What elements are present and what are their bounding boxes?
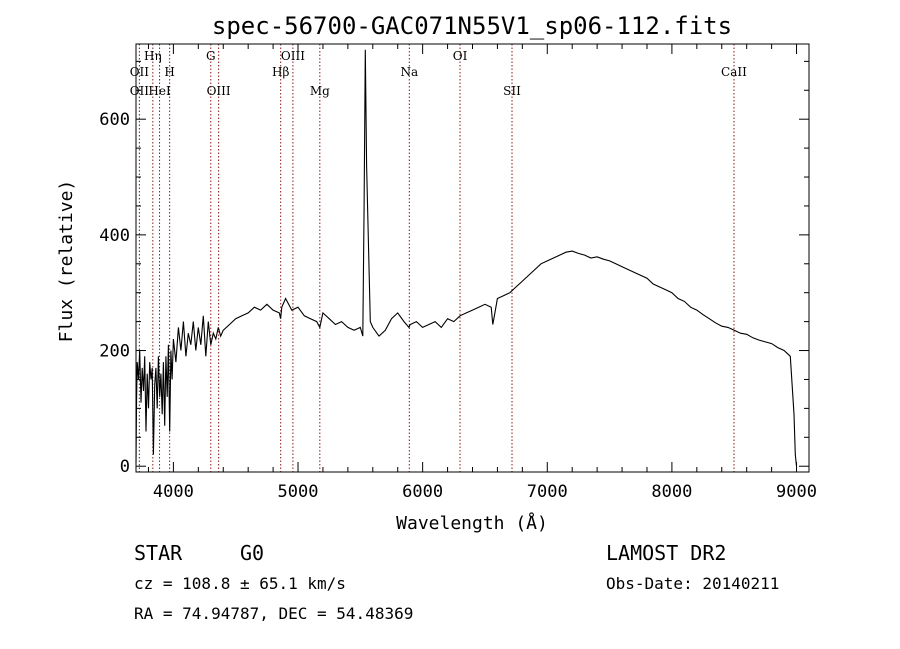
line-label-top: OI	[453, 49, 468, 63]
y-axis: 0 200 400 600	[99, 60, 809, 477]
x-tick-label: 4000	[153, 482, 194, 502]
y-axis-label: Flux (relative)	[56, 180, 77, 343]
spectrum-series	[135, 49, 798, 467]
line-label-top: CaII	[721, 65, 747, 79]
y-tick-label: 400	[99, 226, 130, 246]
x-axis: 4000 5000 6000 7000 8000 9000	[147, 44, 817, 502]
line-label-top: H	[164, 65, 174, 79]
survey-name: LAMOST DR2	[606, 541, 727, 565]
line-label-top: OIII	[281, 49, 305, 63]
coordinates-readout: RA = 74.94787, DEC = 54.48369	[134, 604, 414, 623]
observation-date: Obs-Date: 20140211	[606, 574, 780, 593]
x-axis-label: Wavelength (Å)	[396, 512, 548, 534]
y-tick-label: 0	[120, 457, 130, 477]
line-label-top: OII	[130, 65, 150, 79]
redshift-readout: cz = 108.8 ± 65.1 km/s	[134, 574, 346, 593]
object-subclass: G0	[240, 541, 265, 565]
line-label-bottom: OIII	[207, 84, 231, 98]
plot-frame	[135, 43, 810, 473]
y-tick-label: 200	[99, 342, 130, 362]
x-tick-label: 5000	[278, 482, 319, 502]
line-label-top: Hβ	[272, 65, 289, 79]
x-tick-label: 6000	[402, 482, 443, 502]
object-class: STAR	[134, 541, 183, 565]
line-label-bottom: SII	[503, 84, 521, 98]
line-label-top: Na	[400, 65, 418, 79]
x-tick-label: 7000	[527, 482, 568, 502]
x-tick-label: 9000	[776, 482, 817, 502]
line-label-top: Hη	[144, 49, 162, 63]
line-label-bottom: HeI	[148, 84, 171, 98]
line-label-bottom: OII	[130, 84, 150, 98]
plot-title: spec-56700-GAC071N55V1_sp06-112.fits	[212, 12, 732, 40]
x-tick-label: 8000	[651, 482, 692, 502]
spectrum-line	[135, 49, 798, 467]
line-label-bottom: Mg	[310, 84, 330, 98]
y-tick-label: 600	[99, 110, 130, 130]
line-label-top: G	[206, 49, 216, 63]
